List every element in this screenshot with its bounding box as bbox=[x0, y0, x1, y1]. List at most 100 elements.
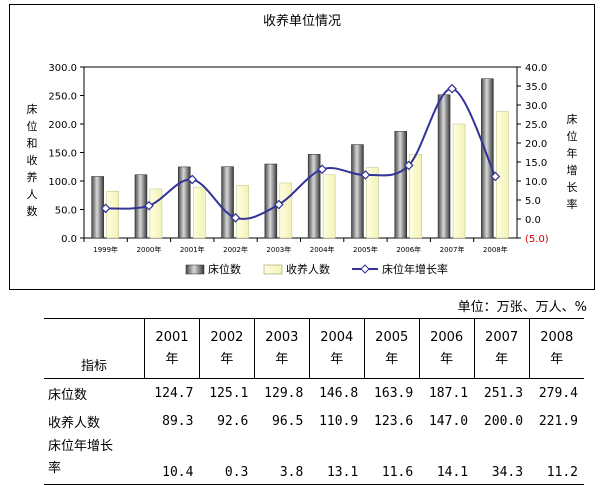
bar-beds bbox=[351, 144, 364, 239]
growth-rate-point bbox=[144, 200, 154, 211]
bar-beds bbox=[394, 131, 407, 239]
growth-rate-point bbox=[274, 199, 284, 210]
left-tick-label: 100.0 bbox=[48, 177, 77, 188]
x-tick-label: 2005年 bbox=[353, 245, 378, 254]
bar-beds bbox=[221, 166, 234, 239]
x-tick-label: 1999年 bbox=[93, 245, 118, 254]
table-cell: 146.8 bbox=[319, 385, 359, 401]
right-tick-label: 15.0 bbox=[525, 158, 547, 169]
left-axis-title-char: 数 bbox=[27, 205, 38, 218]
table-cell: 221.9 bbox=[538, 413, 578, 429]
left-tick-label: 0.0 bbox=[61, 234, 77, 245]
table-cell: 200.0 bbox=[483, 413, 524, 429]
table-cell: 13.1 bbox=[309, 435, 365, 485]
x-tick-label: 2004年 bbox=[310, 245, 335, 254]
table-row: 收养人数 89.3 92.6 96.5 110.9 123.6 147.0 20… bbox=[44, 407, 584, 435]
table-cell: 89.3 bbox=[162, 413, 194, 429]
bar-adopted bbox=[279, 182, 293, 239]
header-year: 2005 年 bbox=[363, 318, 420, 379]
table-cell: 129.8 bbox=[264, 385, 304, 401]
table-header-row: 指标 2001 年 2002 年 2003 年 2004 年 2005 年 2006 年 2… bbox=[44, 318, 584, 379]
table-cell: 96.5 bbox=[272, 413, 304, 429]
bar-beds bbox=[264, 163, 278, 239]
chart-panel: 收养单位情况 0.0 50.0 100.0 150.0 200.0 250.0 300.0 (5… bbox=[9, 4, 595, 290]
growth-rate-point bbox=[490, 171, 501, 182]
bar-adopted bbox=[452, 123, 466, 239]
table-cell: 110.9 bbox=[319, 413, 359, 429]
left-tick-label: 200.0 bbox=[48, 120, 77, 131]
table-cell: 10.4 bbox=[144, 435, 200, 485]
combo-chart: 收养单位情况 0.0 50.0 100.0 150.0 200.0 250.0 300.0 (5… bbox=[27, 13, 578, 276]
x-tick-label: 2002年 bbox=[223, 245, 248, 254]
header-year: 2007 年 bbox=[473, 318, 530, 379]
left-axis-title-char: 人 bbox=[27, 188, 38, 201]
table-cell: 92.6 bbox=[217, 413, 249, 429]
right-axis-title-char: 增 bbox=[567, 163, 578, 177]
legend-label-growth: 床位年增长率 bbox=[382, 262, 448, 276]
table-cell: 147.0 bbox=[428, 413, 469, 429]
row-label: 床位数 bbox=[48, 387, 88, 403]
x-tick-label: 2006年 bbox=[396, 245, 421, 254]
right-axis-title-char: 长 bbox=[567, 181, 578, 194]
legend-swatch-adopted bbox=[263, 264, 283, 275]
left-tick-label: 300.0 bbox=[48, 63, 77, 74]
right-tick-label: 30.0 bbox=[525, 101, 547, 112]
header-year: 2008 年 bbox=[528, 318, 584, 379]
left-tick-label: 250.0 bbox=[48, 92, 77, 103]
bar-beds bbox=[437, 94, 451, 239]
right-tick-label: 10.0 bbox=[525, 177, 547, 188]
legend-label-beds: 床位数 bbox=[208, 262, 241, 276]
left-axis-title-char: 位 bbox=[27, 119, 38, 133]
table-cell: 3.8 bbox=[254, 435, 310, 485]
x-tick-label: 2003年 bbox=[266, 245, 291, 254]
growth-rate-line bbox=[105, 87, 497, 220]
header-indicator: 指标 bbox=[44, 318, 145, 379]
bar-adopted bbox=[322, 174, 336, 239]
table-cell: 251.3 bbox=[483, 385, 524, 401]
bar-adopted bbox=[149, 188, 163, 239]
table-cell: 11.6 bbox=[364, 435, 420, 485]
left-axis-title-char: 和 bbox=[27, 137, 38, 150]
right-tick-label: 0.0 bbox=[525, 215, 541, 226]
x-tick-label: 2001年 bbox=[180, 245, 205, 254]
bar-beds bbox=[178, 166, 191, 239]
right-tick-label: 25.0 bbox=[525, 120, 547, 131]
right-tick-label: 20.0 bbox=[525, 139, 547, 150]
row-label: 收养人数 bbox=[48, 415, 101, 431]
bar-adopted bbox=[193, 186, 206, 239]
unit-label: 单位：万张、万人、% bbox=[457, 300, 587, 315]
right-axis-title-char: 床 bbox=[567, 112, 578, 126]
growth-rate-point bbox=[360, 170, 371, 180]
table-cell: 123.6 bbox=[374, 413, 414, 429]
growth-rate-point bbox=[447, 83, 457, 94]
table-cell: 14.1 bbox=[419, 435, 475, 485]
header-year: 2002 年 bbox=[198, 318, 255, 379]
legend-swatch-beds bbox=[185, 264, 205, 275]
right-tick-label: (5.0) bbox=[525, 234, 549, 245]
right-tick-label: 35.0 bbox=[525, 82, 547, 93]
data-table: 指标 2001 年 2002 年 2003 年 2004 年 2005 年 2006 年 2… bbox=[44, 318, 584, 485]
right-tick-label: 40.0 bbox=[525, 63, 547, 74]
bar-adopted bbox=[366, 167, 379, 239]
x-tick-label: 2008年 bbox=[483, 245, 508, 254]
header-year: 2004 年 bbox=[308, 318, 365, 379]
table-cell: 187.1 bbox=[428, 385, 469, 401]
left-axis-title-char: 床 bbox=[27, 102, 38, 116]
growth-rate-point bbox=[187, 174, 198, 185]
bar-adopted bbox=[106, 191, 119, 239]
header-year: 2003 年 bbox=[253, 318, 310, 379]
growth-rate-point bbox=[403, 160, 414, 171]
x-tick-label: 2000年 bbox=[137, 245, 162, 254]
left-tick-label: 50.0 bbox=[55, 206, 77, 217]
x-tick-label: 2007年 bbox=[440, 245, 465, 254]
right-axis-title-char: 率 bbox=[567, 197, 578, 211]
table-cell: 125.1 bbox=[209, 385, 249, 401]
right-tick-label: 5.0 bbox=[525, 196, 541, 207]
table-cell: 124.7 bbox=[154, 385, 194, 401]
table-row: 床位年增长率 10.4 0.3 3.8 13.1 11.6 14.1 34.3 … bbox=[44, 435, 584, 485]
table-cell: 279.4 bbox=[538, 385, 578, 401]
header-year: 2006 年 bbox=[418, 318, 475, 379]
growth-rate-point bbox=[317, 164, 327, 175]
bar-beds bbox=[91, 176, 104, 239]
left-axis-title-char: 收 bbox=[27, 153, 38, 167]
